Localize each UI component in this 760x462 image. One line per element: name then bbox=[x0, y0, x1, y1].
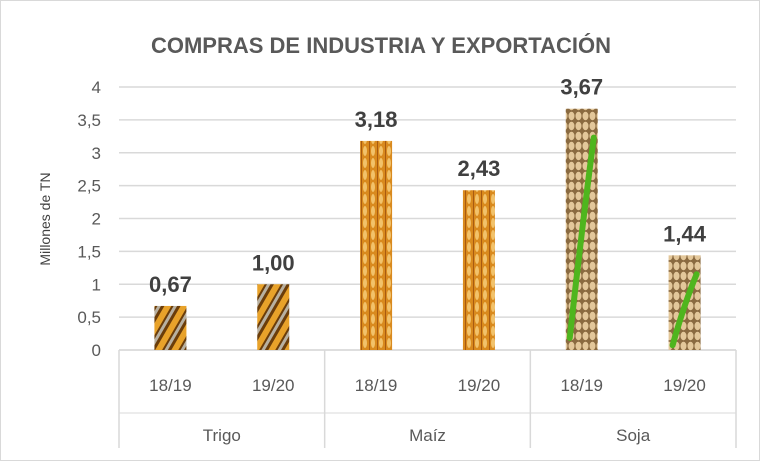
y-tick-label: 0 bbox=[92, 341, 101, 360]
x-tick-label: 18/19 bbox=[149, 376, 192, 395]
data-label: 2,43 bbox=[458, 156, 501, 181]
chart-title: COMPRAS DE INDUSTRIA Y EXPORTACIÓN bbox=[151, 33, 611, 58]
data-label: 3,67 bbox=[560, 75, 603, 100]
soy-pod-icon bbox=[566, 134, 597, 341]
group-label: Soja bbox=[616, 426, 651, 445]
y-tick-label: 1,5 bbox=[77, 242, 101, 261]
x-tick-label: 19/20 bbox=[458, 376, 501, 395]
bar bbox=[360, 140, 393, 350]
x-tick-label: 18/19 bbox=[560, 376, 603, 395]
group-label: Trigo bbox=[203, 426, 241, 445]
x-tick-label: 19/20 bbox=[252, 376, 295, 395]
group-label: Maíz bbox=[409, 426, 446, 445]
y-tick-label: 3,5 bbox=[77, 111, 101, 130]
data-label: 3,18 bbox=[355, 107, 398, 132]
bar bbox=[257, 284, 290, 350]
y-tick-label: 1 bbox=[92, 275, 101, 294]
data-label: 0,67 bbox=[149, 272, 192, 297]
bar bbox=[462, 190, 495, 350]
y-tick-label: 4 bbox=[92, 78, 101, 97]
y-axis-label: Millones de TN bbox=[37, 172, 53, 265]
y-tick-label: 3 bbox=[92, 144, 101, 163]
y-tick-label: 0,5 bbox=[77, 308, 101, 327]
y-tick-label: 2 bbox=[92, 210, 101, 229]
data-label: 1,00 bbox=[252, 250, 295, 275]
x-tick-label: 19/20 bbox=[663, 376, 706, 395]
data-label: 1,44 bbox=[663, 221, 707, 246]
y-tick-label: 2,5 bbox=[77, 177, 101, 196]
bar bbox=[154, 305, 187, 350]
x-tick-label: 18/19 bbox=[355, 376, 398, 395]
soy-pod-icon bbox=[669, 271, 700, 349]
